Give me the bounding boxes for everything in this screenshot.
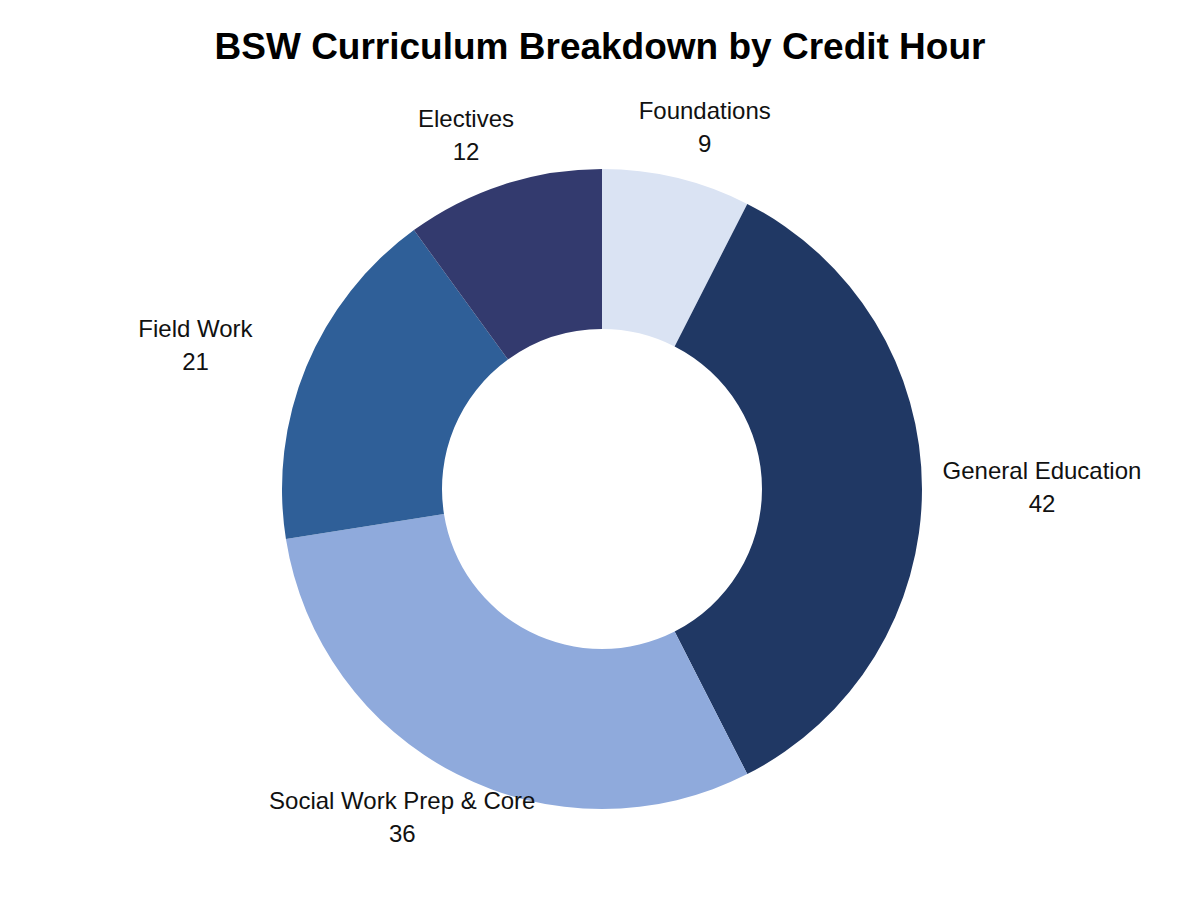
html-text:BSW Curriculum Breakdown by Cr: BSW Curriculum Breakdown by Credit Hour — [214, 26, 986, 67]
svg-text:Social Work Prep & Core36: Social Work Prep & Core36 — [269, 787, 535, 847]
svg-text:General Education42: General Education42 — [943, 457, 1142, 517]
svg-text:Foundations9: Foundations9 — [639, 97, 771, 157]
svg-text:Electives12: Electives12 — [418, 105, 514, 165]
svg-text:Field Work21: Field Work21 — [138, 315, 253, 375]
